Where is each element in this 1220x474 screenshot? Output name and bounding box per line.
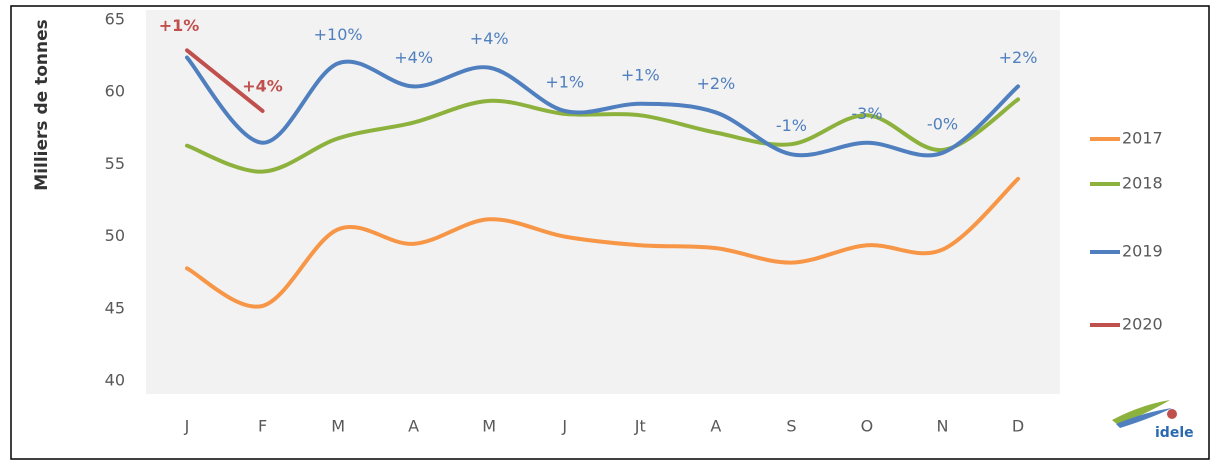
x-tick-label: J xyxy=(184,417,190,436)
data-label: +10% xyxy=(314,25,363,44)
data-label: +2% xyxy=(999,48,1038,67)
x-tick-label: A xyxy=(710,417,721,436)
x-tick-label: D xyxy=(1012,417,1024,436)
data-label: +2% xyxy=(696,74,735,93)
data-label: +4% xyxy=(394,48,433,67)
plot-area xyxy=(146,10,1060,394)
data-label: +1% xyxy=(545,72,584,91)
y-axis-title: Milliers de tonnes xyxy=(32,19,52,190)
data-label: -3% xyxy=(851,104,882,123)
data-label: -1% xyxy=(776,116,807,135)
y-tick-label: 50 xyxy=(105,226,125,245)
y-tick-label: 65 xyxy=(105,10,125,29)
series-line xyxy=(185,55,1021,158)
x-tick-label: O xyxy=(861,417,874,436)
y-tick-label: 55 xyxy=(105,154,125,173)
series-line xyxy=(185,48,265,113)
logo: idele xyxy=(1080,389,1194,445)
x-tick-label: F xyxy=(258,417,267,436)
x-tick-label: N xyxy=(937,417,949,436)
y-tick-label: 45 xyxy=(105,298,125,317)
data-label: +1% xyxy=(159,16,200,35)
legend-label: 2018 xyxy=(1122,174,1163,193)
data-label: +1% xyxy=(621,65,660,84)
legend-label: 2019 xyxy=(1122,242,1163,261)
y-tick-label: 60 xyxy=(105,82,125,101)
x-tick-label: M xyxy=(331,417,345,436)
x-tick-label: J xyxy=(561,417,567,436)
x-tick-label: S xyxy=(786,417,796,436)
y-tick-label: 40 xyxy=(105,371,125,390)
legend-label: 2017 xyxy=(1122,129,1163,148)
data-label: +4% xyxy=(242,76,283,95)
series-line xyxy=(185,176,1021,309)
legend-label: 2020 xyxy=(1122,315,1163,334)
data-label: -0% xyxy=(927,114,958,133)
x-tick-label: M xyxy=(482,417,496,436)
x-tick-label: A xyxy=(408,417,419,436)
logo-text: idele xyxy=(1155,425,1194,441)
data-label: +4% xyxy=(470,29,509,48)
x-tick-label: Jt xyxy=(634,417,646,436)
series-line xyxy=(185,97,1021,174)
